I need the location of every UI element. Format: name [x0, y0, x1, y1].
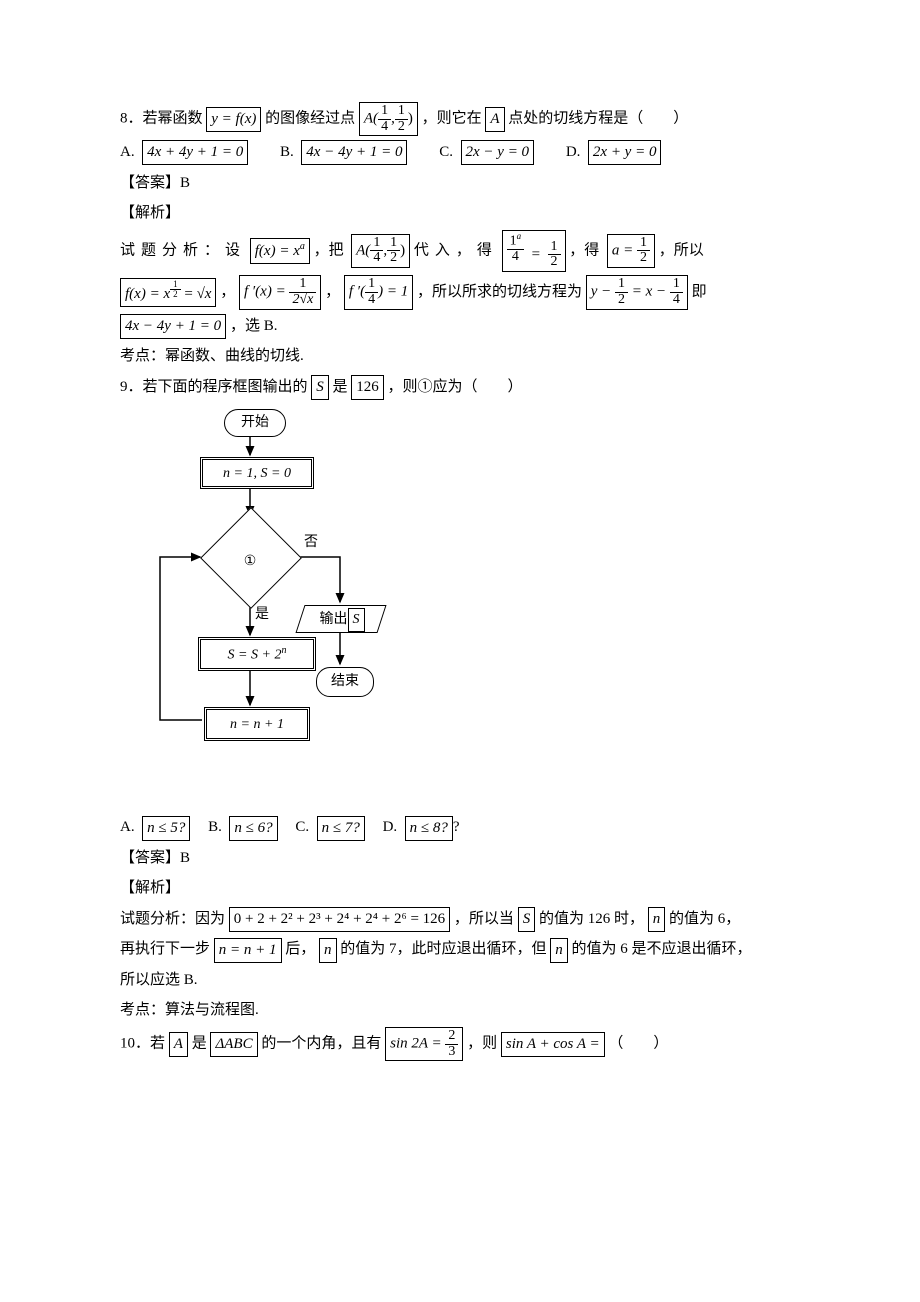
box-pointA2: A(14,12): [351, 234, 410, 268]
frac: 14: [378, 104, 391, 134]
fc-cond: ①: [215, 549, 285, 576]
text: 试题分析：设: [120, 242, 246, 258]
box: f ′(14) = 1: [344, 275, 413, 309]
fc-yes: 是: [255, 602, 269, 629]
q9-expl-1: 试题分析：因为 0 + 2 + 2² + 2³ + 2⁴ + 2⁴ + 2⁶ =…: [120, 905, 800, 934]
q9-expl-2: 再执行下一步 n = n + 1 后， n 的值为 7，此时应退出循环，但 n …: [120, 935, 800, 964]
fc-no: 否: [304, 530, 318, 557]
box: 4x − 4y + 1 = 0: [120, 314, 226, 339]
box-S2: S: [518, 907, 536, 932]
text: 即: [692, 284, 707, 300]
opt-d: D. 2x + y = 0: [566, 138, 662, 167]
frac: 12: [395, 104, 408, 134]
text: 8．若幂函数: [120, 111, 203, 127]
box-S: S: [311, 375, 329, 400]
box: f(x) = xa: [250, 238, 310, 264]
opt-d: D. n ≤ 8??: [383, 813, 460, 842]
box-n2: n: [319, 938, 337, 963]
box-inc: n = n + 1: [214, 938, 282, 963]
q9-answer: 【答案】B: [120, 844, 800, 873]
box: f ′(x) = 12√x: [239, 275, 321, 309]
text: ，得: [569, 242, 599, 258]
box-A: A: [169, 1032, 188, 1057]
opt-c: C. n ≤ 7?: [295, 813, 365, 842]
q8-expl-2: f(x) = x12 = √x ， f ′(x) = 12√x ， f ′(14…: [120, 274, 800, 310]
q8-expl-3: 4x − 4y + 1 = 0 ，选 B.: [120, 312, 800, 341]
text: 的图像经过点: [265, 111, 355, 127]
q8-answer: 【答案】B: [120, 169, 800, 198]
opt-b: B. 4x − 4y + 1 = 0: [280, 138, 407, 167]
box-126: 126: [351, 375, 384, 400]
text: 10．若: [120, 1036, 165, 1052]
box-sum: 0 + 2 + 2² + 2³ + 2⁴ + 2⁴ + 2⁶ = 126: [229, 907, 450, 932]
text: 的值为 6 是不应退出循环，: [572, 941, 752, 957]
flowchart: 开始 n = 1, S = 0 ① 是 否 S = S + 2n n = n +…: [140, 407, 400, 807]
text: ，选 B.: [230, 318, 278, 334]
opt-a: A. 4x + 4y + 1 = 0: [120, 138, 248, 167]
text: ，则: [467, 1036, 497, 1052]
text: 后，: [285, 941, 315, 957]
fc-calc: S = S + 2n: [198, 637, 316, 671]
text: ，所以所求的切线方程为: [417, 284, 582, 300]
q9-jiexi: 【解析】: [120, 874, 800, 903]
box-sincos: sin A + cos A =: [501, 1032, 605, 1057]
text: ，把: [314, 242, 344, 258]
text: ，所以当: [454, 911, 514, 927]
q8-kaodian: 考点：幂函数、曲线的切线.: [120, 342, 800, 371]
text: 的一个内角，且有: [261, 1036, 381, 1052]
q8-options: A. 4x + 4y + 1 = 0 B. 4x − 4y + 1 = 0 C.…: [120, 138, 800, 167]
opt-b: B. n ≤ 6?: [208, 813, 278, 842]
q9-kaodian: 考点：算法与流程图.: [120, 996, 800, 1025]
text: 点处的切线方程是（ ）: [508, 111, 688, 127]
text: 代入，得: [414, 242, 498, 258]
q8-jiexi: 【解析】: [120, 199, 800, 228]
text: 9．若下面的程序框图输出的: [120, 379, 308, 395]
box-tri: ΔABC: [210, 1032, 257, 1057]
box: f(x) = x12 = √x: [120, 278, 216, 307]
text: ，则它在: [422, 111, 482, 127]
fc-start: 开始: [224, 409, 286, 437]
text: 试题分析：因为: [120, 911, 225, 927]
q9-expl-3: 所以应选 B.: [120, 966, 800, 995]
text: 是: [333, 379, 348, 395]
fc-output: 输出S: [302, 607, 382, 634]
text: ，所以: [659, 242, 704, 258]
box-A: A: [485, 107, 504, 132]
q9-options: A. n ≤ 5? B. n ≤ 6? C. n ≤ 7? D. n ≤ 8??: [120, 813, 800, 842]
q8-stem: 8．若幂函数 y = f(x) 的图像经过点 A(14,12) ，则它在 A 点…: [120, 102, 800, 136]
text: A(: [364, 111, 378, 127]
box-yfx: y = f(x): [206, 107, 261, 132]
box: 1a4 = 12: [502, 230, 566, 272]
text: ，则①应为（ ）: [388, 379, 523, 395]
fc-inc: n = n + 1: [204, 707, 310, 741]
text: （ ）: [608, 1036, 668, 1052]
text: 的值为 126 时，: [539, 911, 644, 927]
q10-stem: 10．若 A 是 ΔABC 的一个内角，且有 sin 2A = 23 ，则 si…: [120, 1027, 800, 1061]
q8-expl-1: 试题分析：设 f(x) = xa ，把 A(14,12) 代入，得 1a4 = …: [120, 230, 800, 272]
fc-init: n = 1, S = 0: [200, 457, 314, 489]
opt-c: C. 2x − y = 0: [439, 138, 534, 167]
box-pointA: A(14,12): [359, 102, 418, 136]
text: 的值为 6，: [669, 911, 740, 927]
box: y − 12 = x − 14: [586, 275, 688, 309]
opt-a: A. n ≤ 5?: [120, 813, 190, 842]
box-sin2a: sin 2A = 23: [385, 1027, 463, 1061]
q9-stem: 9．若下面的程序框图输出的 S 是 126 ，则①应为（ ）: [120, 373, 800, 402]
text: 是: [192, 1036, 207, 1052]
fc-end: 结束: [316, 667, 374, 697]
text: ): [408, 111, 413, 127]
box-n3: n: [550, 938, 568, 963]
text: 再执行下一步: [120, 941, 210, 957]
text: 的值为 7，此时应退出循环，但: [340, 941, 546, 957]
box-n: n: [648, 907, 666, 932]
box: a = 12: [607, 234, 655, 268]
